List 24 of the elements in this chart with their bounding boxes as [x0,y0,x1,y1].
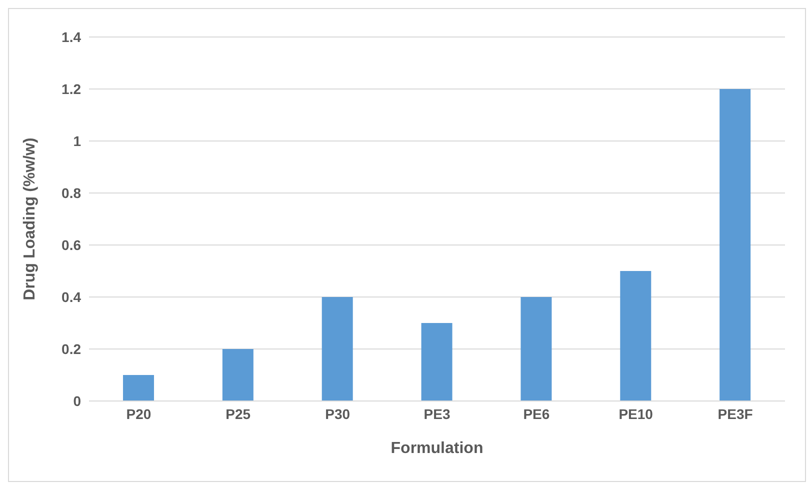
bar [222,349,254,401]
bar [720,89,751,401]
y-tick-label: 0.8 [62,184,82,201]
x-axis-title: Formulation [390,440,484,457]
y-tick-label: 0.2 [62,340,82,357]
x-tick-label: PE3 [424,406,450,422]
x-tick-label: P25 [226,406,251,422]
x-tick-label: P20 [126,406,152,422]
x-tick-label: PE3F [718,406,754,422]
bar [620,271,652,401]
y-tick-label: 1.2 [62,80,82,97]
bar [421,323,452,401]
y-axis-title: Drug Loading (%w/w) [22,138,39,300]
x-tick-label: PE10 [618,406,654,422]
y-tick-label: 0 [73,392,82,409]
y-tick-label: 1.4 [62,28,82,45]
y-tick-label: 1 [73,132,82,149]
y-tick-label: 0.4 [62,288,82,305]
x-tick-label: PE6 [523,406,550,422]
bar [123,375,154,401]
x-tick-label: P30 [325,406,350,422]
bar [322,297,353,401]
y-tick-label: 0.6 [62,236,82,253]
bar [520,297,552,401]
